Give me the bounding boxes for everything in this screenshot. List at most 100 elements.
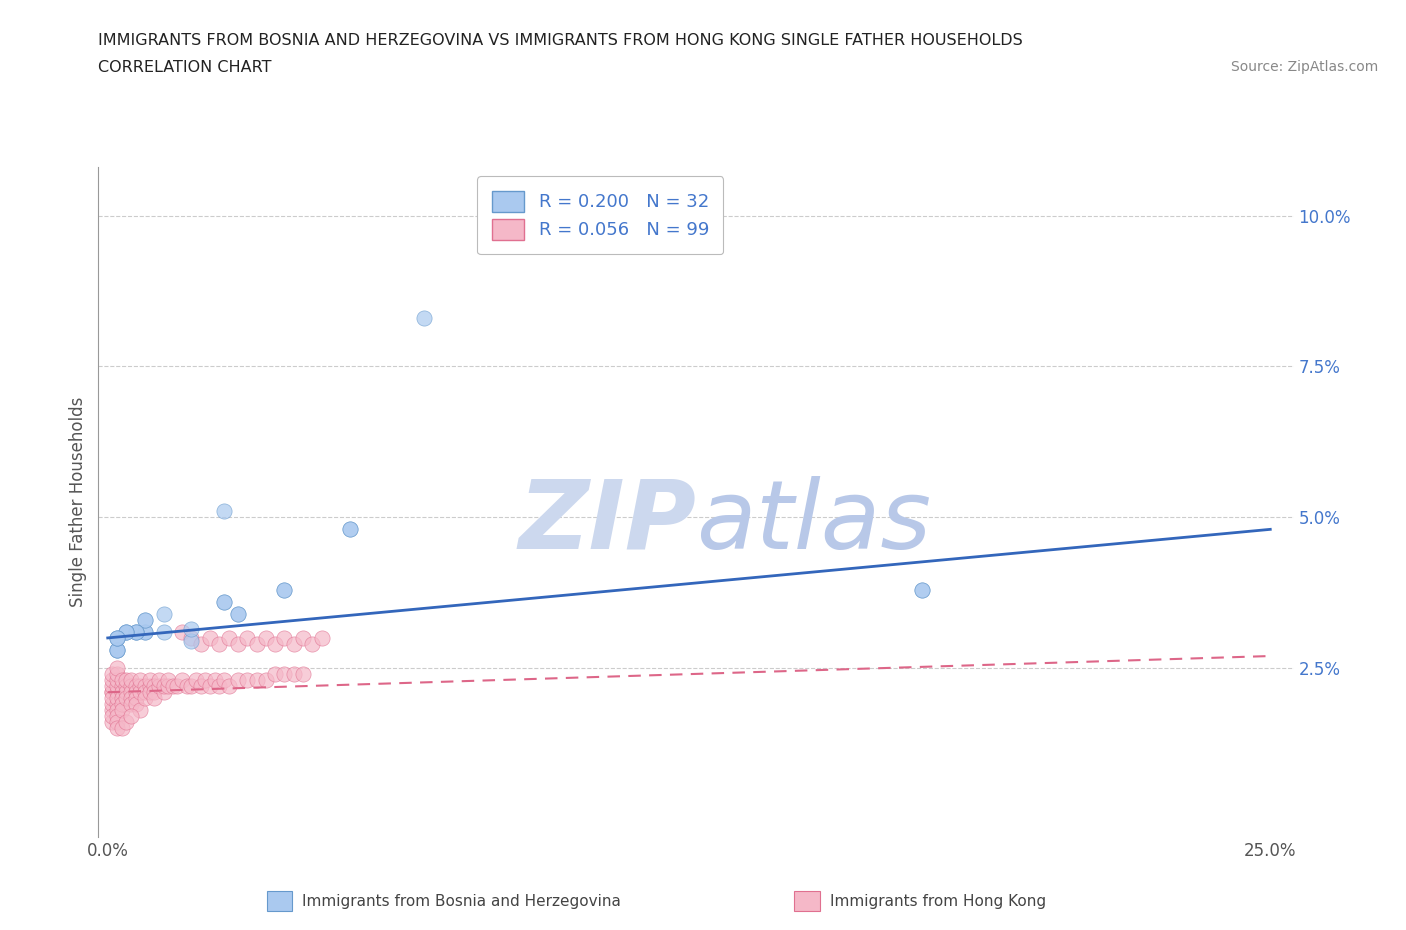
Point	[120, 697, 142, 711]
Point	[311, 631, 333, 645]
Y-axis label: Single Father Households: Single Father Households	[69, 397, 87, 607]
Point	[115, 679, 138, 694]
Point	[166, 679, 188, 694]
Legend: R = 0.200   N = 32, R = 0.056   N = 99: R = 0.200 N = 32, R = 0.056 N = 99	[477, 177, 724, 254]
Point	[273, 582, 295, 597]
Point	[413, 311, 436, 325]
Point	[172, 672, 194, 687]
Point	[124, 624, 146, 639]
Point	[301, 636, 323, 651]
Point	[157, 672, 180, 687]
Point	[339, 522, 361, 537]
Point	[120, 709, 142, 724]
Point	[120, 691, 142, 706]
Point	[180, 633, 202, 648]
Point	[138, 684, 160, 699]
Point	[101, 715, 124, 730]
Point	[283, 667, 305, 682]
Point	[134, 691, 156, 706]
Point	[236, 631, 259, 645]
Point	[273, 582, 295, 597]
Point	[339, 522, 361, 537]
Point	[134, 679, 156, 694]
Point	[105, 715, 128, 730]
Point	[105, 703, 128, 718]
Point	[120, 679, 142, 694]
Point	[101, 697, 124, 711]
Text: CORRELATION CHART: CORRELATION CHART	[98, 60, 271, 75]
Point	[105, 631, 128, 645]
Point	[101, 691, 124, 706]
Point	[245, 672, 267, 687]
Point	[226, 606, 249, 621]
Point	[105, 643, 128, 658]
Point	[143, 691, 166, 706]
Text: IMMIGRANTS FROM BOSNIA AND HERZEGOVINA VS IMMIGRANTS FROM HONG KONG SINGLE FATHE: IMMIGRANTS FROM BOSNIA AND HERZEGOVINA V…	[98, 33, 1024, 47]
Point	[273, 667, 295, 682]
Point	[283, 636, 305, 651]
Point	[180, 631, 202, 645]
Point	[105, 660, 128, 675]
Point	[292, 667, 315, 682]
Text: Immigrants from Hong Kong: Immigrants from Hong Kong	[830, 894, 1046, 909]
Point	[105, 721, 128, 736]
Point	[218, 631, 240, 645]
Point	[115, 624, 138, 639]
Point	[115, 624, 138, 639]
Point	[101, 684, 124, 699]
Point	[194, 672, 217, 687]
Point	[115, 691, 138, 706]
Point	[120, 672, 142, 687]
Point	[111, 703, 134, 718]
Point	[115, 672, 138, 687]
Point	[218, 679, 240, 694]
Point	[212, 594, 235, 609]
Point	[143, 684, 166, 699]
Point	[105, 643, 128, 658]
Point	[264, 667, 287, 682]
Point	[129, 679, 152, 694]
Point	[101, 667, 124, 682]
Point	[105, 631, 128, 645]
Text: ZIP: ZIP	[517, 476, 696, 569]
Point	[176, 679, 198, 694]
Point	[115, 684, 138, 699]
Point	[152, 679, 174, 694]
Point	[152, 606, 174, 621]
Point	[111, 684, 134, 699]
Text: Source: ZipAtlas.com: Source: ZipAtlas.com	[1230, 60, 1378, 74]
Point	[105, 667, 128, 682]
Point	[184, 672, 207, 687]
Text: atlas: atlas	[696, 476, 931, 569]
Point	[105, 679, 128, 694]
Point	[111, 672, 134, 687]
Point	[134, 624, 156, 639]
Point	[105, 709, 128, 724]
Point	[152, 684, 174, 699]
Point	[172, 624, 194, 639]
Point	[180, 621, 202, 636]
Point	[111, 679, 134, 694]
Point	[148, 679, 170, 694]
Point	[129, 684, 152, 699]
Point	[190, 679, 212, 694]
Point	[190, 636, 212, 651]
Point	[115, 624, 138, 639]
Point	[111, 691, 134, 706]
Point	[111, 721, 134, 736]
Point	[129, 703, 152, 718]
Point	[264, 636, 287, 651]
Point	[101, 672, 124, 687]
Point	[105, 697, 128, 711]
Point	[105, 672, 128, 687]
Point	[105, 643, 128, 658]
Point	[124, 624, 146, 639]
Point	[208, 679, 231, 694]
Point	[212, 594, 235, 609]
Point	[198, 631, 221, 645]
Point	[124, 684, 146, 699]
Point	[124, 679, 146, 694]
Point	[152, 624, 174, 639]
Point	[138, 672, 160, 687]
Point	[245, 636, 267, 651]
